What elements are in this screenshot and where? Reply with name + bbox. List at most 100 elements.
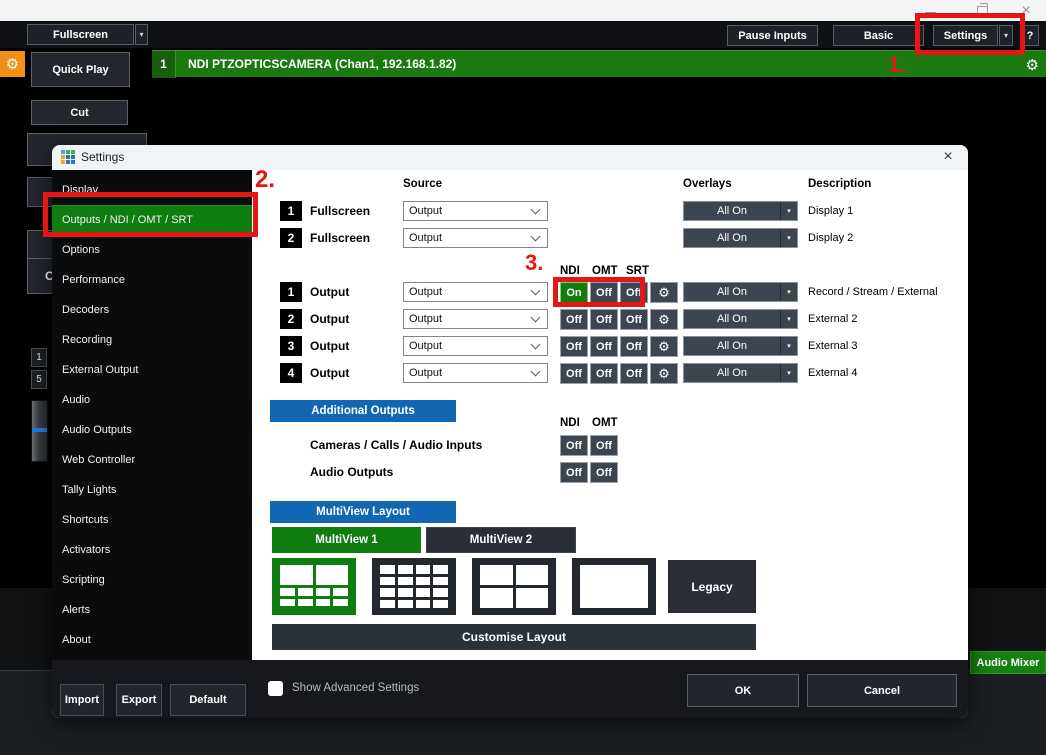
output-2-omt-toggle[interactable]: Off bbox=[590, 309, 618, 330]
settings-dialog-titlebar[interactable]: Settings × bbox=[52, 145, 968, 170]
nav-item-options[interactable]: Options bbox=[62, 244, 100, 256]
tab-multiview-2[interactable]: MultiView 2 bbox=[426, 527, 576, 553]
dropdown-arrow-icon[interactable]: ▾ bbox=[780, 364, 797, 382]
nav-item-web-controller[interactable]: Web Controller bbox=[62, 454, 136, 466]
preset-5-button[interactable]: 5 bbox=[31, 370, 47, 389]
export-button[interactable]: Export bbox=[116, 684, 162, 716]
nav-item-activators[interactable]: Activators bbox=[62, 544, 111, 556]
additional-outputs-button[interactable]: Additional Outputs bbox=[270, 400, 456, 422]
layout-preset-quad[interactable] bbox=[472, 558, 556, 615]
layout-preset-single[interactable] bbox=[572, 558, 656, 615]
output-4-overlays-dropdown[interactable]: All On ▾ bbox=[683, 363, 798, 383]
output-3-overlays-dropdown[interactable]: All On ▾ bbox=[683, 336, 798, 356]
input-settings-gear-icon[interactable]: ⚙ bbox=[1025, 57, 1039, 74]
close-icon[interactable]: × bbox=[1021, 1, 1031, 19]
nav-item-scripting[interactable]: Scripting bbox=[62, 574, 105, 586]
nav-item-external-output[interactable]: External Output bbox=[62, 364, 139, 376]
cancel-button[interactable]: Cancel bbox=[807, 674, 957, 707]
nav-item-decoders[interactable]: Decoders bbox=[62, 304, 110, 316]
output-4-source-select[interactable]: Output bbox=[403, 363, 548, 383]
ok-button[interactable]: OK bbox=[687, 674, 799, 707]
output-1-source-select[interactable]: Output bbox=[403, 282, 548, 302]
input-number-badge: 1 bbox=[152, 50, 176, 78]
dialog-close-icon[interactable]: × bbox=[943, 148, 953, 165]
fullscreen-1-label: Fullscreen bbox=[310, 204, 371, 218]
fullscreen-2-overlays-dropdown[interactable]: All On ▾ bbox=[683, 228, 798, 248]
default-button[interactable]: Default bbox=[170, 684, 246, 716]
output-3-srt-toggle[interactable]: Off bbox=[620, 336, 648, 357]
pause-inputs-button[interactable]: Pause Inputs bbox=[727, 25, 818, 46]
output-4-omt-toggle[interactable]: Off bbox=[590, 363, 618, 384]
fullscreen-1-overlays-dropdown[interactable]: All On ▾ bbox=[683, 201, 798, 221]
output-2-badge: 2 bbox=[280, 309, 302, 329]
dropdown-arrow-icon[interactable]: ▾ bbox=[780, 229, 797, 247]
nav-item-tally-lights[interactable]: Tally Lights bbox=[62, 484, 117, 496]
output-3-ndi-toggle[interactable]: Off bbox=[560, 336, 588, 357]
audio-outputs-ndi-toggle[interactable]: Off bbox=[560, 462, 588, 483]
dropdown-arrow-icon[interactable]: ▾ bbox=[780, 337, 797, 355]
audio-mixer-button[interactable]: Audio Mixer bbox=[970, 651, 1046, 674]
import-button[interactable]: Import bbox=[60, 684, 104, 716]
nav-item-audio-outputs[interactable]: Audio Outputs bbox=[62, 424, 132, 436]
output-3-omt-toggle[interactable]: Off bbox=[590, 336, 618, 357]
nav-item-shortcuts[interactable]: Shortcuts bbox=[62, 514, 109, 526]
nav-item-recording[interactable]: Recording bbox=[62, 334, 113, 346]
legacy-layout-button[interactable]: Legacy bbox=[668, 560, 756, 613]
fullscreen-button[interactable]: Fullscreen bbox=[27, 24, 134, 45]
basic-button[interactable]: Basic bbox=[833, 25, 924, 46]
annotation-label-step1: 1. bbox=[888, 52, 907, 77]
output-1-label: Output bbox=[310, 285, 350, 299]
nav-item-performance[interactable]: Performance bbox=[62, 274, 125, 286]
layout-preset-grid16[interactable] bbox=[372, 558, 456, 615]
audio-outputs-omt-toggle[interactable]: Off bbox=[590, 462, 618, 483]
dropdown-arrow-icon[interactable]: ▾ bbox=[780, 310, 797, 328]
fullscreen-1-source-select[interactable]: Output bbox=[403, 201, 548, 221]
output-1-omt-toggle[interactable]: Off bbox=[590, 282, 618, 303]
output-4-gear-icon[interactable]: ⚙ bbox=[650, 363, 678, 384]
nav-item-about[interactable]: About bbox=[62, 634, 91, 646]
fullscreen-2-source-select[interactable]: Output bbox=[403, 228, 548, 248]
quick-play-button[interactable]: Quick Play bbox=[31, 52, 130, 87]
dropdown-arrow-icon[interactable]: ▾ bbox=[780, 202, 797, 220]
cut-button[interactable]: Cut bbox=[31, 100, 128, 125]
output-4-description: External 4 bbox=[808, 367, 858, 379]
nav-item-audio[interactable]: Audio bbox=[62, 394, 91, 406]
nav-item-outputs-ndi-omt-srt[interactable]: Outputs / NDI / OMT / SRT bbox=[52, 205, 252, 235]
output-2-source-select[interactable]: Output bbox=[403, 309, 548, 329]
output-4-srt-toggle[interactable]: Off bbox=[620, 363, 648, 384]
cameras-ndi-toggle[interactable]: Off bbox=[560, 435, 588, 456]
tab-multiview-1[interactable]: MultiView 1 bbox=[272, 527, 421, 553]
cameras-omt-toggle[interactable]: Off bbox=[590, 435, 618, 456]
nav-item-alerts[interactable]: Alerts bbox=[62, 604, 91, 616]
fullscreen-dropdown-arrow[interactable]: ▾ bbox=[135, 24, 148, 45]
output-1-overlays-dropdown[interactable]: All On ▾ bbox=[683, 282, 798, 302]
output-1-gear-icon[interactable]: ⚙ bbox=[650, 282, 678, 303]
input-title-bar[interactable]: 1 NDI PTZOPTICSCAMERA (Chan1, 192.168.1.… bbox=[152, 50, 1046, 78]
os-titlebar: × bbox=[0, 0, 1046, 21]
output-2-ndi-toggle[interactable]: Off bbox=[560, 309, 588, 330]
settings-dropdown-arrow[interactable]: ▾ bbox=[999, 25, 1013, 46]
output-2-srt-toggle[interactable]: Off bbox=[620, 309, 648, 330]
layout-preset-2plus8[interactable] bbox=[272, 558, 356, 615]
preset-1-button[interactable]: 1 bbox=[31, 348, 47, 367]
cameras-calls-audio-inputs-label: Cameras / Calls / Audio Inputs bbox=[310, 438, 483, 452]
dropdown-arrow-icon[interactable]: ▾ bbox=[780, 283, 797, 301]
output-4-ndi-toggle[interactable]: Off bbox=[560, 363, 588, 384]
app-gear-icon[interactable]: ⚙ bbox=[0, 51, 25, 77]
output-2-description: External 2 bbox=[808, 313, 858, 325]
output-3-gear-icon[interactable]: ⚙ bbox=[650, 336, 678, 357]
slider-position-indicator bbox=[32, 428, 47, 432]
transition-slider[interactable] bbox=[31, 400, 48, 462]
output-2-overlays-dropdown[interactable]: All On ▾ bbox=[683, 309, 798, 329]
output-2-gear-icon[interactable]: ⚙ bbox=[650, 309, 678, 330]
fullscreen-2-badge: 2 bbox=[280, 228, 302, 248]
show-advanced-settings-checkbox[interactable] bbox=[268, 681, 283, 696]
multiview-layout-button[interactable]: MultiView Layout bbox=[270, 501, 456, 523]
output-2-label: Output bbox=[310, 312, 350, 326]
customise-layout-button[interactable]: Customise Layout bbox=[272, 624, 756, 650]
annotation-label-step3: 3. bbox=[525, 250, 544, 275]
settings-button[interactable]: Settings bbox=[933, 25, 998, 46]
outputs-settings-panel: Source Overlays Description 1 Fullscreen… bbox=[252, 170, 968, 660]
output-3-source-select[interactable]: Output bbox=[403, 336, 548, 356]
app-toolbar: Fullscreen ▾ Pause Inputs Basic Settings… bbox=[0, 21, 1046, 48]
